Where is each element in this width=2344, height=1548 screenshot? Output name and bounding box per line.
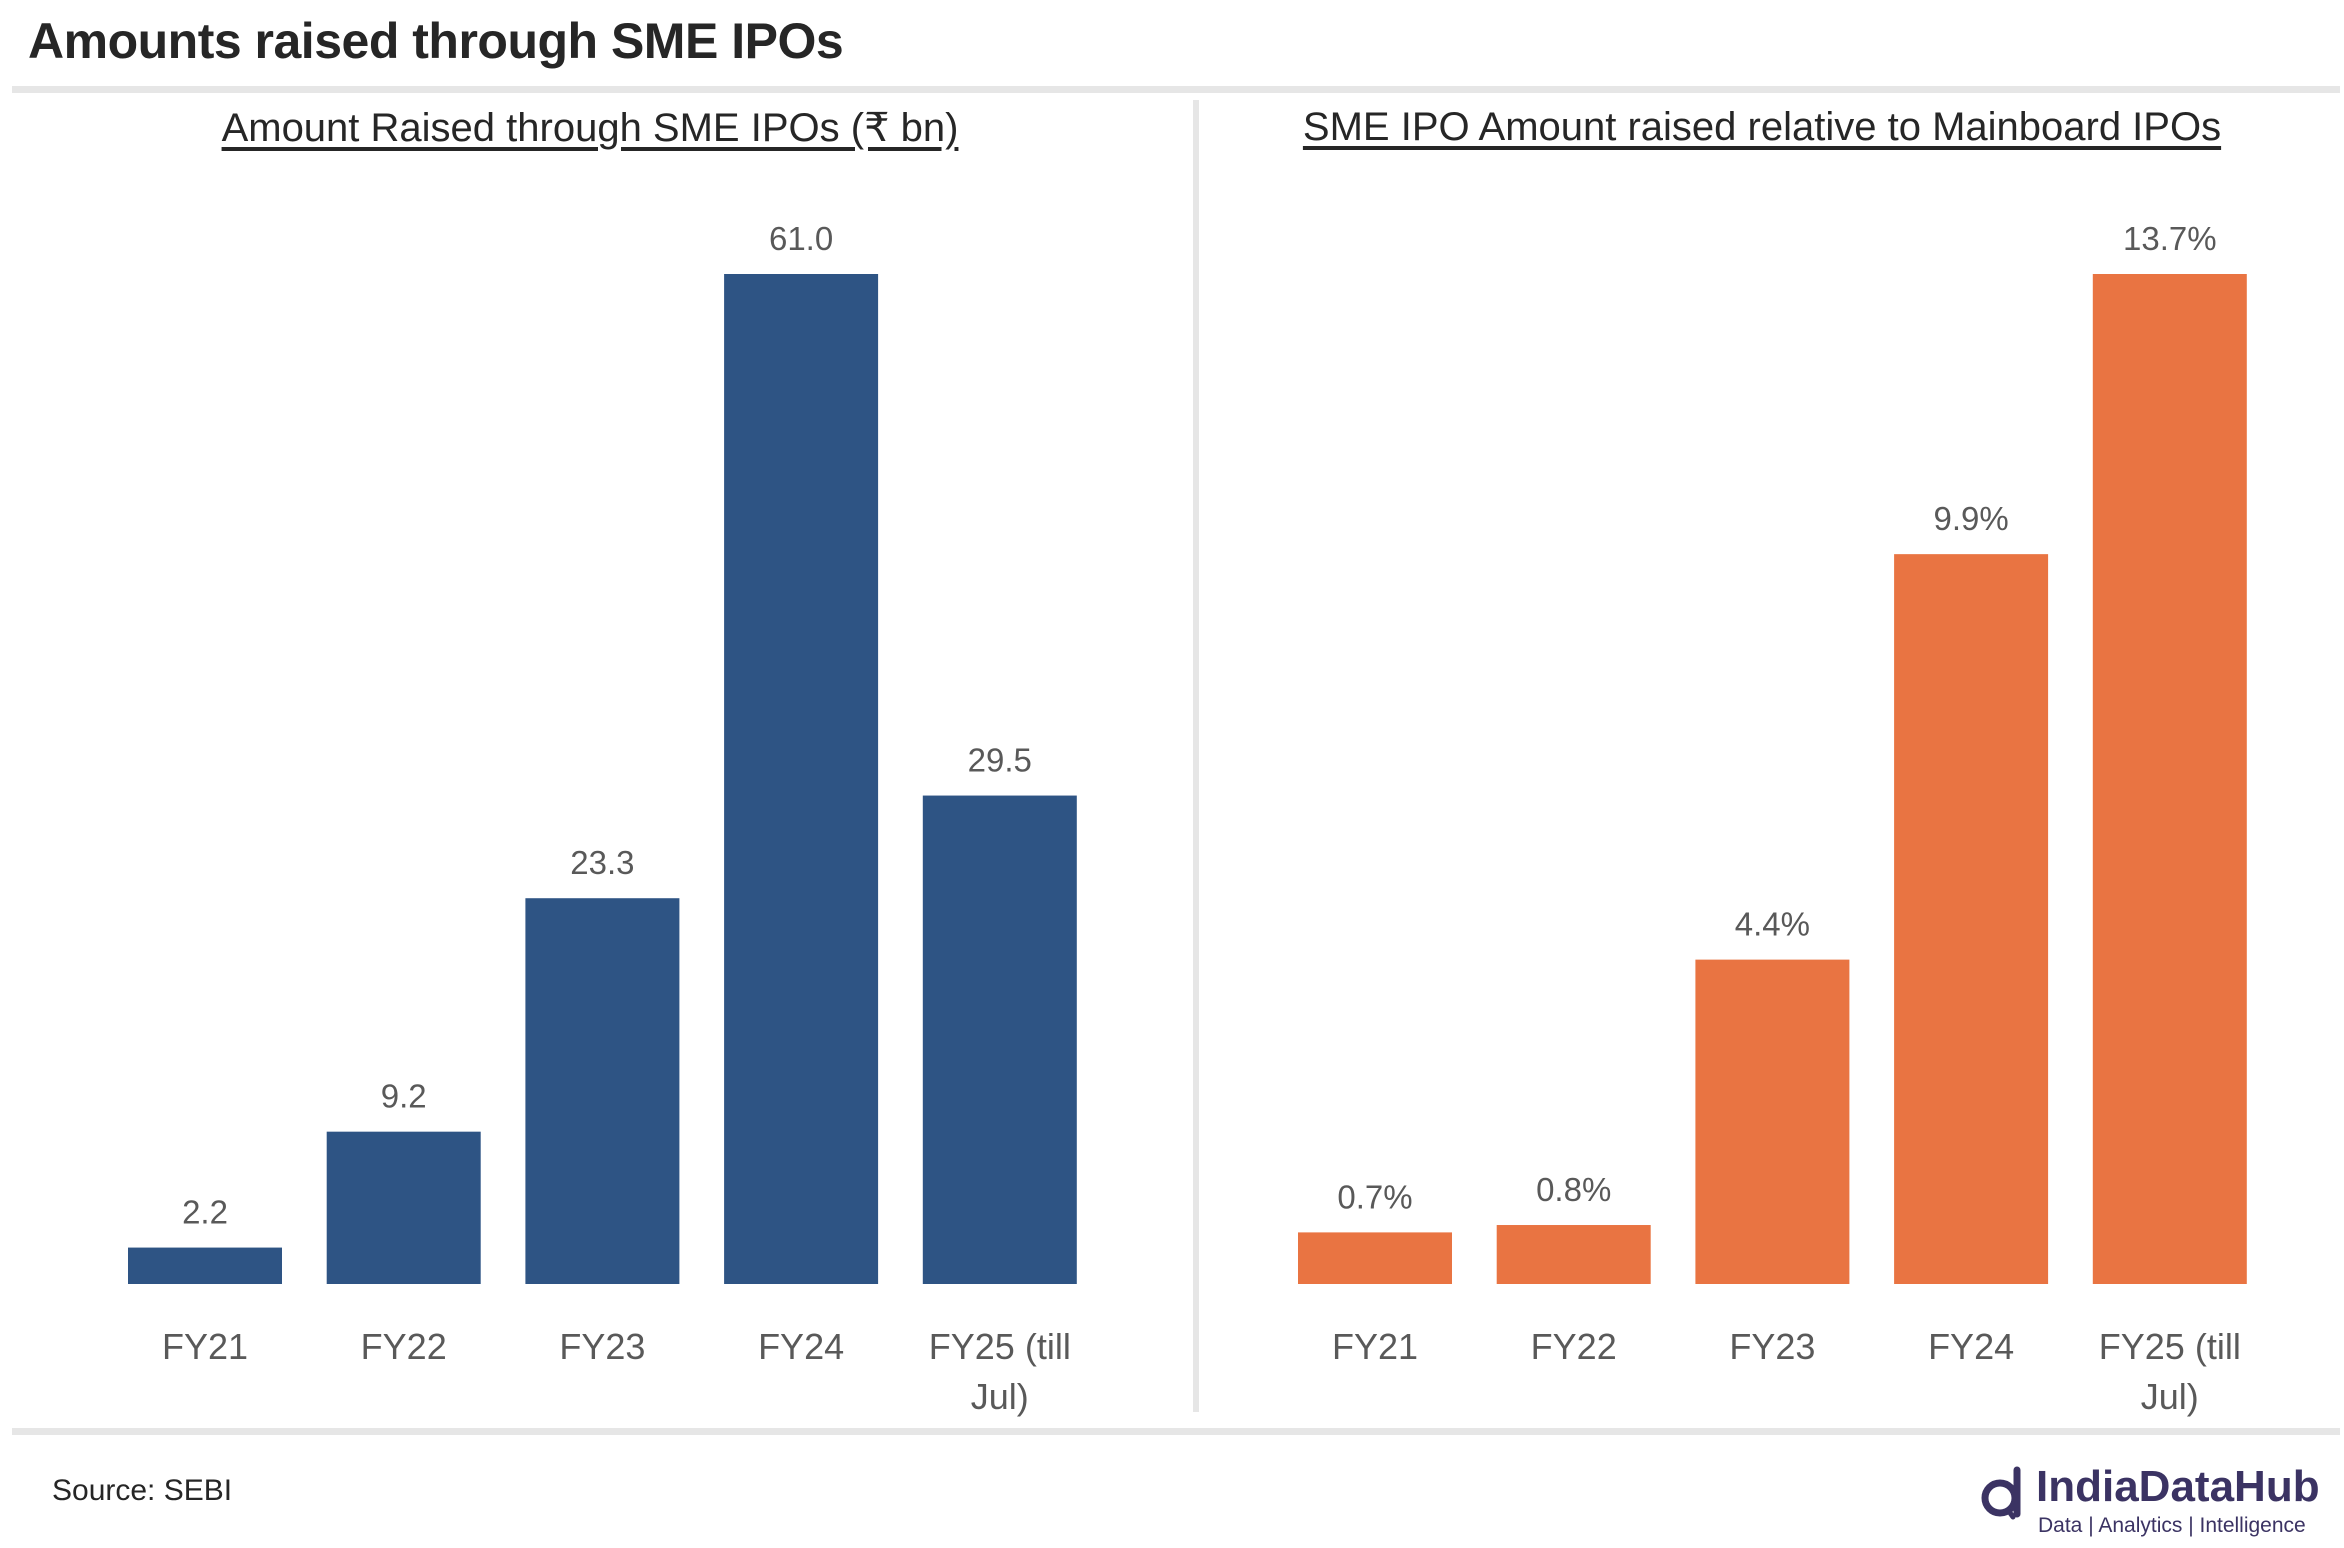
data-label: 23.3: [570, 844, 634, 881]
x-tick-label: FY22: [361, 1326, 447, 1367]
top-divider: [12, 86, 2340, 93]
data-label: 0.7%: [1337, 1178, 1412, 1215]
x-tick-label: FY25 (till Jul): [929, 1326, 1071, 1417]
logo-tagline: Data | Analytics | Intelligence: [2038, 1514, 2306, 1537]
bar-fy22: [1496, 1225, 1651, 1284]
data-label: 29.5: [968, 742, 1032, 779]
bar-fy25-till-jul-: [922, 795, 1077, 1284]
panel-divider: [1193, 100, 1199, 1412]
logo-name: IndiaDataHub: [2036, 1462, 2320, 1511]
x-tick-label: FY22: [1531, 1326, 1617, 1367]
x-tick-label: FY21: [162, 1326, 248, 1367]
x-tick-label: FY21: [1332, 1326, 1418, 1367]
data-label: 61.0: [769, 220, 833, 257]
bar-fy25-till-jul-: [2092, 274, 2247, 1284]
source-note: Source: SEBI: [52, 1474, 233, 1507]
x-tick-label: FY23: [559, 1326, 645, 1367]
bottom-divider: [12, 1428, 2340, 1435]
data-label: 4.4%: [1735, 906, 1810, 943]
x-tick-label: FY24: [1928, 1326, 2014, 1367]
data-label: 9.9%: [1933, 500, 2008, 537]
bar-fy21: [128, 1247, 282, 1284]
left-chart-title: Amount Raised through SME IPOs (₹ bn): [221, 106, 959, 150]
indiadatahub-logo: IndiaDataHub Data | Analytics | Intellig…: [1980, 1462, 2320, 1542]
data-label: 9.2: [381, 1078, 427, 1115]
logo-mark-icon: [1981, 1466, 2021, 1520]
bar-fy24: [724, 274, 879, 1284]
data-label: 2.2: [182, 1194, 228, 1231]
bar-fy22: [326, 1131, 481, 1284]
main-title: Amounts raised through SME IPOs: [28, 13, 844, 69]
x-tick-label: FY24: [758, 1326, 844, 1367]
x-tick-label: FY23: [1729, 1326, 1815, 1367]
right-chart-title: SME IPO Amount raised relative to Mainbo…: [1302, 105, 2222, 149]
bar-fy21: [1298, 1232, 1452, 1284]
x-tick-label: FY25 (till Jul): [2099, 1326, 2241, 1417]
data-label: 0.8%: [1536, 1171, 1611, 1208]
bar-fy24: [1894, 554, 2049, 1284]
bar-fy23: [1695, 959, 1850, 1284]
data-label: 13.7%: [2123, 220, 2217, 257]
bar-fy23: [525, 898, 680, 1284]
